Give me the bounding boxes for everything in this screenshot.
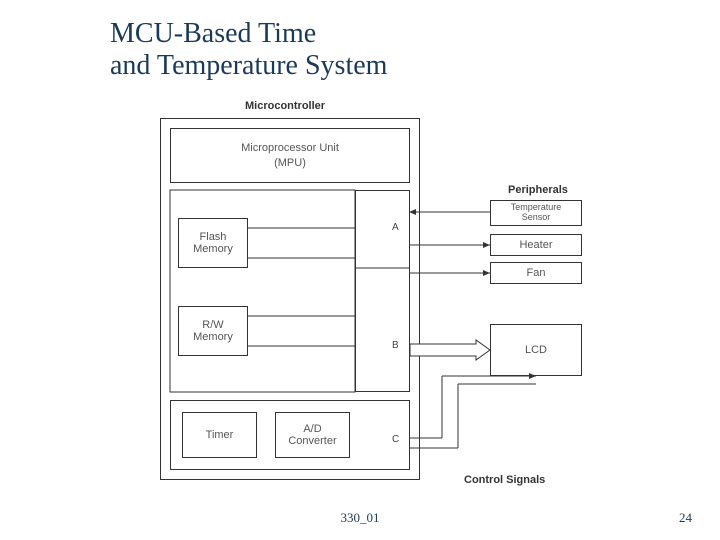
flash-memory-box: Flash Memory <box>178 218 248 268</box>
rw-memory-box: R/W Memory <box>178 306 248 356</box>
control-signals-label: Control Signals <box>464 474 545 486</box>
block-diagram: Microcontroller Peripherals Control Sign… <box>140 100 630 490</box>
peripherals-label: Peripherals <box>508 184 568 196</box>
io-block <box>355 190 410 392</box>
port-b-label: B <box>392 340 399 351</box>
heater-box: Heater <box>490 234 582 256</box>
adc-box: A/D Converter <box>275 412 350 458</box>
title-line1: MCU-Based Time <box>110 18 316 49</box>
page-title: MCU-Based Time and Temperature System <box>110 18 387 82</box>
title-line2: and Temperature System <box>110 50 387 81</box>
mpu-box: Microprocessor Unit (MPU) <box>170 128 410 183</box>
timer-box: Timer <box>182 412 257 458</box>
fan-box: Fan <box>490 262 582 284</box>
port-a-label: A <box>392 222 399 233</box>
page-number: 24 <box>679 510 692 526</box>
microcontroller-label: Microcontroller <box>245 100 325 112</box>
lcd-box: LCD <box>490 324 582 376</box>
footer-code: 330_01 <box>341 510 380 526</box>
temp-sensor-box: Temperature Sensor <box>490 200 582 226</box>
